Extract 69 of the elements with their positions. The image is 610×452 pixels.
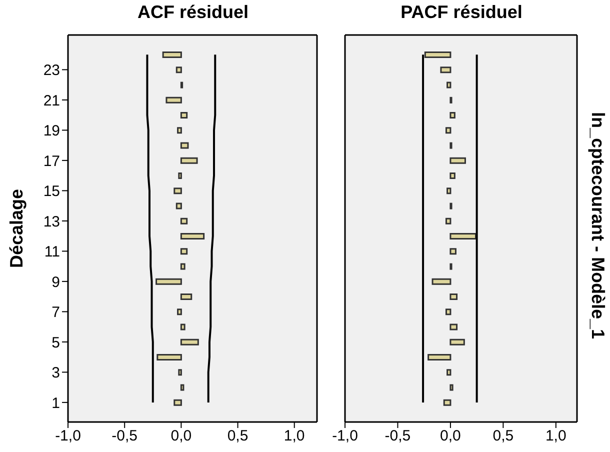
bar bbox=[450, 172, 456, 180]
y-tick-label: 5 bbox=[52, 334, 60, 352]
bar bbox=[156, 278, 182, 285]
bar bbox=[446, 82, 452, 88]
y-tick-label: 15 bbox=[43, 183, 60, 200]
bar bbox=[177, 308, 182, 316]
bar bbox=[446, 369, 452, 376]
bar bbox=[180, 233, 205, 240]
x-tick-label: -1,0 bbox=[55, 428, 81, 445]
bar bbox=[180, 218, 188, 224]
y-tick-label: 11 bbox=[44, 244, 60, 261]
bar bbox=[450, 324, 458, 330]
bar bbox=[176, 66, 182, 74]
bar bbox=[450, 294, 458, 300]
bar bbox=[450, 338, 465, 346]
chart-title: ACF résiduel bbox=[136, 2, 250, 23]
bar bbox=[180, 294, 192, 300]
y-tick-label: 19 bbox=[43, 122, 60, 140]
y2-axis-title: ln_cptecourant - Modèle_1 bbox=[587, 111, 608, 342]
y-tick-label: 7 bbox=[52, 304, 60, 322]
bar bbox=[180, 338, 199, 346]
bar bbox=[432, 278, 452, 285]
bar bbox=[445, 218, 452, 224]
bar bbox=[180, 248, 188, 255]
y-tick-label: 17 bbox=[43, 152, 60, 170]
bar bbox=[450, 112, 456, 119]
chart-title: PACF résiduel bbox=[400, 2, 524, 23]
x-tick-label: -0,5 bbox=[384, 428, 411, 445]
bar bbox=[440, 66, 452, 74]
bar bbox=[174, 399, 182, 406]
y-tick-label: 13 bbox=[43, 213, 60, 230]
y-tick-label: 9 bbox=[52, 274, 60, 291]
bar bbox=[178, 172, 182, 180]
bar bbox=[156, 354, 182, 361]
bar bbox=[443, 399, 452, 406]
bar bbox=[177, 127, 182, 134]
x-tick-label: -0,5 bbox=[112, 428, 138, 445]
x-tick-label: 0,5 bbox=[492, 428, 514, 445]
bar bbox=[180, 112, 188, 119]
bar bbox=[445, 127, 452, 134]
bar bbox=[176, 202, 182, 210]
bar bbox=[162, 52, 182, 58]
bar bbox=[180, 324, 186, 330]
y-axis-title: Décalage bbox=[6, 188, 26, 268]
x-tick-label: -1,0 bbox=[332, 428, 358, 445]
bar bbox=[174, 188, 182, 194]
x-tick-label: 0,0 bbox=[170, 428, 192, 445]
x-tick-label: 1,0 bbox=[284, 428, 305, 445]
x-tick-label: 0,0 bbox=[440, 428, 461, 445]
y-tick-label: 21 bbox=[43, 92, 60, 110]
bar bbox=[450, 384, 454, 391]
x-tick-label: 1,0 bbox=[545, 428, 566, 445]
bar bbox=[180, 157, 198, 164]
bar bbox=[178, 369, 182, 376]
bar bbox=[180, 263, 186, 270]
bar bbox=[424, 52, 452, 58]
bar bbox=[445, 308, 452, 316]
bar bbox=[180, 384, 184, 391]
bar bbox=[428, 354, 452, 361]
bar bbox=[450, 157, 466, 164]
bar bbox=[446, 188, 452, 194]
y-tick-label: 3 bbox=[52, 364, 60, 382]
y-tick-label: 23 bbox=[43, 62, 60, 80]
bar bbox=[450, 248, 456, 255]
x-tick-label: 0,5 bbox=[227, 428, 248, 445]
bar bbox=[180, 142, 189, 149]
y-tick-label: 1 bbox=[52, 394, 60, 412]
bar bbox=[450, 233, 477, 240]
bar bbox=[166, 96, 182, 104]
